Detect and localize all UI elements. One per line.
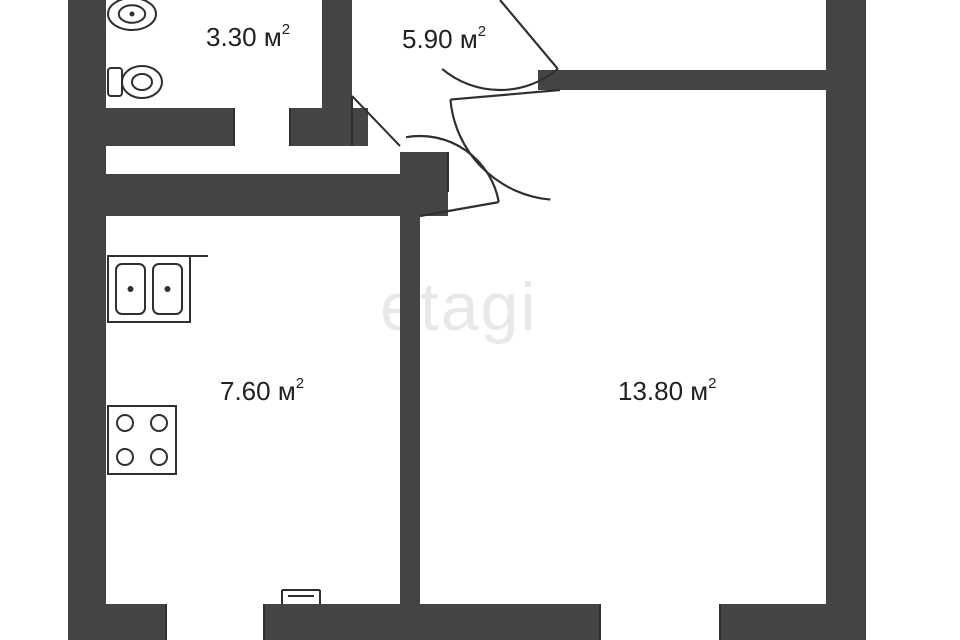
sink-drain <box>128 286 134 292</box>
sink-drain <box>130 12 135 17</box>
wall <box>106 604 166 640</box>
wall <box>400 216 420 640</box>
wall <box>264 604 420 640</box>
wall <box>400 152 448 216</box>
wall <box>420 604 600 640</box>
wall <box>106 174 416 216</box>
wall <box>322 0 352 146</box>
wall <box>826 0 866 640</box>
room-area-bath: 3.30 м2 <box>206 21 290 52</box>
room-area-living: 13.80 м2 <box>618 375 717 406</box>
wall <box>106 108 234 146</box>
room-area-kitchen: 7.60 м2 <box>220 375 304 406</box>
wall <box>68 0 106 640</box>
sink-drain <box>165 286 171 292</box>
floorplan-canvas: etagi3.30 м25.90 м27.60 м213.80 м2 <box>0 0 960 640</box>
room-area-hall: 5.90 м2 <box>402 23 486 54</box>
wall <box>560 70 828 90</box>
wall <box>720 604 826 640</box>
